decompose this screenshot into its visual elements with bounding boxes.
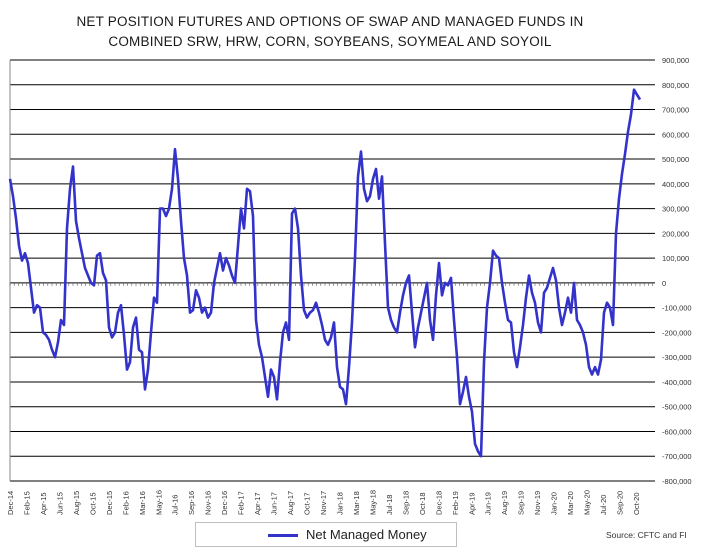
x-tick-label: Feb-16 [121, 491, 130, 515]
x-tick-label: Nov-17 [319, 491, 328, 515]
x-tick-label: Apr-19 [467, 492, 476, 515]
y-tick-label: 500,000 [662, 155, 689, 164]
y-tick-label: 100,000 [662, 254, 689, 263]
y-tick-label: 300,000 [662, 205, 689, 214]
y-tick-label: 800,000 [662, 81, 689, 90]
x-tick-label: Aug-15 [72, 491, 81, 515]
series-line-net-managed-money [8, 88, 642, 458]
y-tick-label: -500,000 [662, 403, 692, 412]
x-tick-label: Sep-19 [517, 491, 526, 515]
y-tick-label: -300,000 [662, 353, 692, 362]
x-tick-label: Dec-15 [105, 491, 114, 515]
x-tick-label: Jul-16 [171, 495, 180, 515]
x-tick-label: Jan-20 [550, 492, 559, 515]
y-tick-label: -800,000 [662, 477, 692, 486]
x-tick-label: Feb-19 [451, 491, 460, 515]
x-tick-label: Mar-16 [138, 491, 147, 515]
x-tick-label: Nov-16 [204, 491, 213, 515]
x-tick-label: Sep-16 [187, 491, 196, 515]
x-tick-label: Aug-17 [286, 491, 295, 515]
y-tick-label: 400,000 [662, 180, 689, 189]
x-tick-label: Jun-19 [484, 492, 493, 515]
legend-swatch [268, 534, 298, 537]
x-tick-label: Oct-18 [418, 492, 427, 515]
x-tick-label: May-20 [583, 490, 592, 515]
x-tick-label: May-18 [368, 490, 377, 515]
legend: Net Managed Money [195, 522, 457, 547]
y-tick-label: 700,000 [662, 106, 689, 115]
x-tick-label: Dec-16 [220, 491, 229, 515]
y-tick-label: -400,000 [662, 378, 692, 387]
y-tick-label: -700,000 [662, 452, 692, 461]
x-tick-label: Jul-18 [385, 495, 394, 515]
y-tick-label: 0 [662, 279, 666, 288]
x-tick-label: Mar-20 [566, 491, 575, 515]
x-tick-label: Sep-20 [616, 491, 625, 515]
x-tick-label: Sep-18 [401, 491, 410, 515]
legend-label: Net Managed Money [306, 527, 427, 542]
source-note: Source: CFTC and FI [606, 530, 687, 540]
x-tick-label: Jul-20 [599, 495, 608, 515]
x-tick-label: Oct-20 [632, 492, 641, 515]
chart-title: NET POSITION FUTURES AND OPTIONS OF SWAP… [76, 14, 584, 29]
y-tick-label: -600,000 [662, 427, 692, 436]
chart-subtitle: COMBINED SRW, HRW, CORN, SOYBEANS, SOYME… [108, 34, 552, 49]
x-tick-label: Apr-15 [39, 492, 48, 515]
x-tick-label: Aug-19 [500, 491, 509, 515]
x-tick-label: Dec-18 [434, 491, 443, 515]
x-tick-label: Oct-17 [303, 492, 312, 515]
x-tick-label: Mar-18 [352, 491, 361, 515]
y-tick-label: 600,000 [662, 130, 689, 139]
x-tick-label: Dec-14 [6, 491, 15, 515]
y-tick-label: 900,000 [662, 56, 689, 65]
x-tick-label: Nov-19 [533, 491, 542, 515]
x-tick-label: Apr-17 [253, 492, 262, 515]
y-tick-label: -100,000 [662, 304, 692, 313]
x-tick-label: Feb-15 [22, 491, 31, 515]
x-tick-label: Feb-17 [237, 491, 246, 515]
y-tick-label: -200,000 [662, 328, 692, 337]
x-tick-label: Jun-15 [55, 492, 64, 515]
y-tick-label: 200,000 [662, 229, 689, 238]
x-tick-label: Jun-17 [270, 492, 279, 515]
x-tick-label: Oct-15 [88, 492, 97, 515]
x-tick-label: May-16 [154, 490, 163, 515]
x-tick-label: Jan-18 [335, 492, 344, 515]
